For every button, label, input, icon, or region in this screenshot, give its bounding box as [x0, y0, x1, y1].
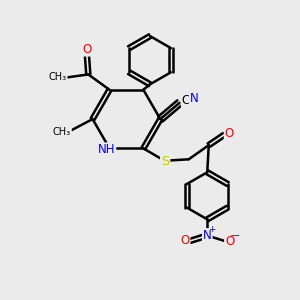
Text: N: N	[190, 92, 199, 105]
Text: −: −	[230, 230, 240, 243]
Text: CH₃: CH₃	[49, 72, 67, 82]
Text: S: S	[161, 154, 170, 168]
Text: O: O	[180, 234, 190, 248]
Text: O: O	[82, 43, 92, 56]
Text: NH: NH	[98, 143, 115, 156]
Text: CH₃: CH₃	[53, 127, 71, 137]
Text: C: C	[182, 94, 190, 107]
Text: +: +	[208, 225, 215, 234]
Text: N: N	[203, 229, 212, 242]
Text: O: O	[225, 235, 234, 248]
Text: O: O	[225, 127, 234, 140]
